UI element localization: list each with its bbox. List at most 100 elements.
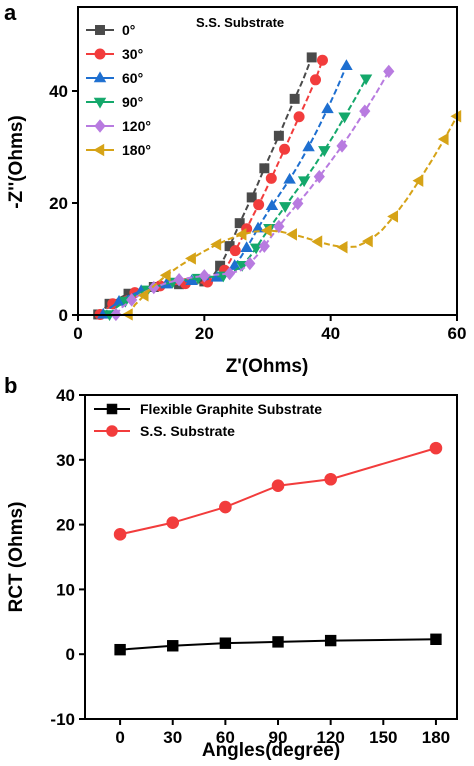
data-point-60: [228, 259, 241, 270]
data-point-180: [450, 109, 462, 123]
y-tick-label: 0: [59, 306, 68, 325]
data-point-60: [340, 59, 353, 70]
x-tick-label: 30: [163, 728, 182, 747]
y-tick-label: 10: [56, 580, 75, 599]
panel-b-plot-frame: [84, 394, 458, 720]
series-line-120: [115, 70, 390, 316]
x-tick-label: 60: [448, 324, 467, 343]
data-point-120: [126, 293, 138, 307]
data-point-30: [265, 172, 277, 184]
data-point-180: [286, 228, 297, 241]
data-point-60: [283, 172, 296, 184]
data-point-120: [258, 239, 270, 253]
data-point-s-s-substrate: [429, 441, 443, 455]
panel-b-y-axis-label: RCT (Ohms): [6, 502, 27, 613]
legend-item-s-s-substrate: S.S. Substrate: [94, 423, 235, 439]
data-point-180: [336, 240, 348, 254]
data-point-180: [412, 174, 424, 187]
panel-a-plot-frame: [77, 6, 458, 316]
data-point-s-s-substrate: [324, 472, 337, 486]
data-point-180: [235, 228, 247, 241]
data-point-flexible-graphite-substrate: [219, 637, 232, 649]
panel-a-annotation: S.S. Substrate: [196, 15, 284, 30]
panel-a-ticks-layer: 0 20 40 60 0 20 40: [49, 82, 466, 343]
series-180: [121, 109, 462, 321]
data-point-180: [210, 238, 222, 251]
x-tick-label: 60: [216, 728, 235, 747]
data-point-180: [260, 224, 272, 237]
legend-marker: [106, 403, 118, 415]
legend-item-30: 30°: [86, 46, 143, 62]
data-point-90: [318, 146, 331, 157]
y-tick-label: 40: [49, 82, 68, 101]
y-tick-label: 20: [49, 194, 68, 213]
data-point-30: [253, 199, 265, 211]
legend-label: 0°: [122, 22, 135, 38]
data-point-0: [246, 192, 257, 203]
data-point-120: [359, 104, 371, 118]
legend-marker: [93, 97, 107, 109]
y-tick-label: 20: [56, 516, 75, 535]
legend-marker: [106, 425, 118, 437]
legend-item-flexible-graphite-substrate: Flexible Graphite Substrate: [94, 401, 322, 417]
data-point-flexible-graphite-substrate: [430, 633, 442, 645]
data-point-0: [234, 218, 245, 229]
data-point-120: [313, 169, 325, 184]
panel-b-label: b: [4, 373, 17, 398]
y-tick-label: 40: [56, 386, 75, 405]
legend-marker: [94, 119, 106, 133]
series-line-90: [108, 78, 367, 316]
legend-item-60: 60°: [86, 70, 143, 86]
data-point-30: [316, 54, 328, 66]
data-point-180: [361, 234, 373, 248]
x-tick-label: 180: [422, 728, 450, 747]
series-line-180: [127, 115, 458, 315]
legend-label: 180°: [122, 142, 151, 158]
x-tick-label: 120: [316, 728, 344, 747]
data-point-30: [229, 245, 241, 257]
data-point-180: [159, 268, 171, 282]
data-point-s-s-substrate: [271, 479, 285, 493]
panel-a-y-axis-label: -Z''(Ohms): [6, 115, 27, 208]
data-point-0: [259, 163, 270, 174]
series-s-s-substrate: [113, 441, 443, 541]
x-tick-label: 20: [195, 324, 214, 343]
data-point-60: [302, 140, 315, 152]
data-point-flexible-graphite-substrate: [114, 643, 126, 656]
panel-b-x-axis-label: Angles(degree): [202, 740, 340, 761]
data-point-0: [289, 93, 300, 104]
panel-a-series-layer: [93, 52, 462, 322]
data-point-60: [321, 102, 334, 114]
data-point-120: [224, 266, 236, 281]
data-point-120: [244, 256, 256, 271]
data-point-s-s-substrate: [113, 528, 127, 541]
legend-marker: [93, 143, 105, 157]
data-point-180: [185, 252, 196, 265]
data-point-180: [311, 235, 323, 248]
data-point-s-s-substrate: [166, 516, 180, 529]
series-line-flexible-graphite-substrate: [120, 638, 436, 651]
data-point-120: [292, 196, 304, 211]
series-flexible-graphite-substrate: [114, 633, 442, 656]
data-point-120: [173, 273, 185, 287]
legend-item-90: 90°: [86, 94, 143, 110]
legend-item-120: 120°: [86, 118, 151, 134]
x-tick-label: 0: [115, 728, 124, 747]
legend-item-0: 0°: [86, 22, 135, 38]
x-tick-label: 90: [269, 728, 288, 747]
data-point-90: [278, 202, 292, 213]
data-point-flexible-graphite-substrate: [167, 640, 179, 652]
legend-label: S.S. Substrate: [140, 423, 235, 439]
data-point-90: [338, 112, 351, 124]
x-tick-label: 150: [369, 728, 397, 747]
legend-marker: [95, 25, 105, 35]
x-tick-label: 0: [73, 324, 82, 343]
data-point-60: [240, 241, 253, 252]
data-point-180: [137, 289, 149, 302]
data-point-180: [387, 210, 399, 223]
panel-b-legend: Flexible Graphite Substrate S.S. Substrat…: [94, 401, 322, 439]
panel-b-series-layer: [113, 441, 443, 656]
legend-marker: [94, 48, 106, 60]
panel-b-ticks-layer: 0 30 60 90 120 150 180 -10 0 10 20 30 40: [50, 386, 450, 747]
